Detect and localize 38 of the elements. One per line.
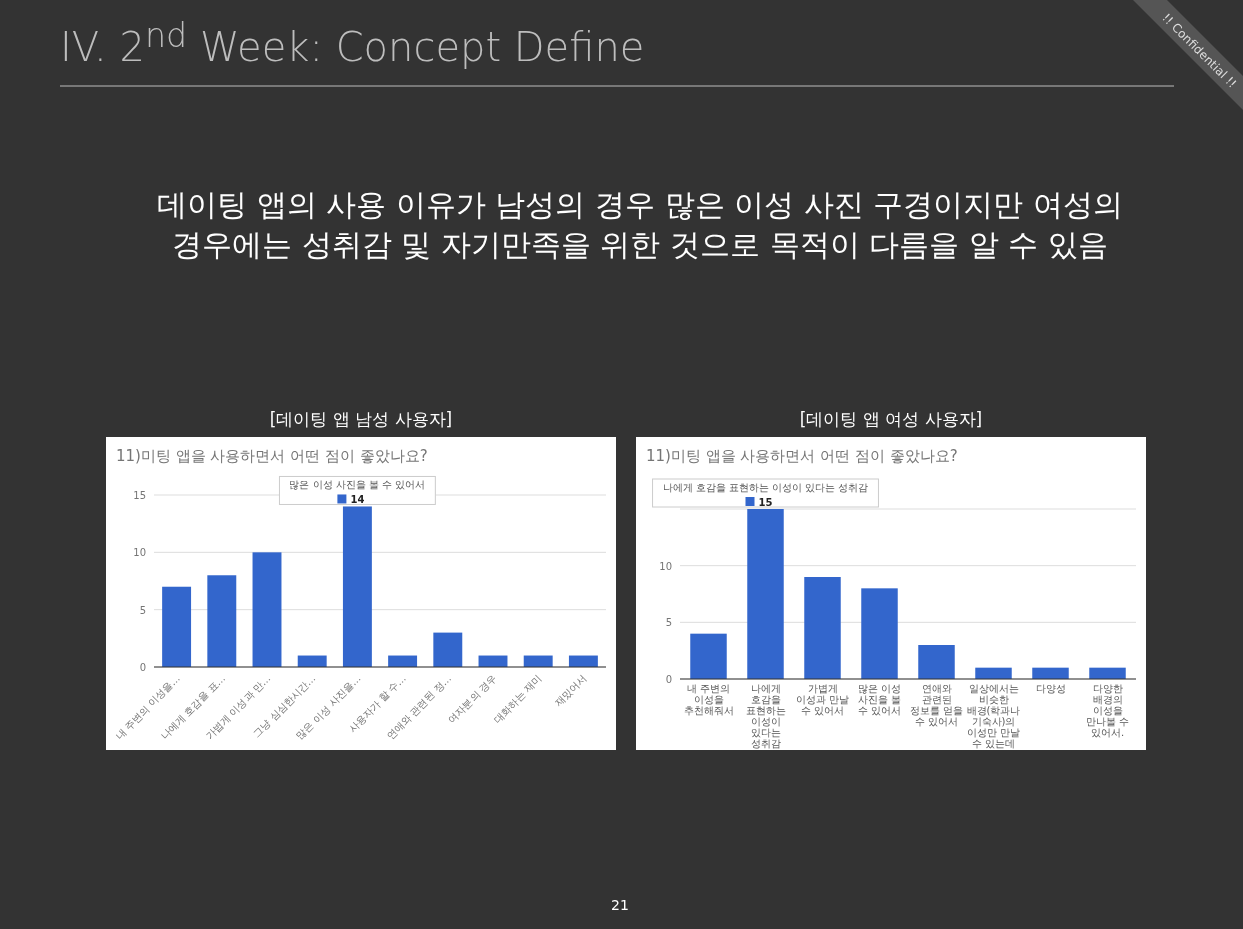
annotation: 많은 이성 사진을 볼 수 있어서 (289, 479, 426, 491)
annotation: 나에게 호감을 표현하는 이성이 있다는 성취감 (662, 482, 869, 493)
chart-title: 11)미팅 앱을 사용하면서 어떤 점이 좋았나요? (116, 447, 428, 465)
text: IV. 2$^{nd}$ Week: Concept Define (60, 16, 645, 71)
chart-subtitle: [데이팅 앱 남성 사용자] (269, 409, 453, 429)
x-tick-label: 다양성 (1035, 683, 1066, 694)
chart-title: 11)미팅 앱을 사용하면서 어떤 점이 좋았나요? (646, 447, 958, 465)
bar (747, 509, 784, 679)
bar (1089, 667, 1126, 679)
y-tick-label: 10 (659, 560, 672, 572)
x-tick-label: 내 주변의 이성을 추천해줘서 (683, 683, 734, 716)
y-tick-label: 0 (139, 662, 146, 673)
text: 데이팅 앱의 사용 이유가 남성의 경우 많은 이성 사진 구경이지만 여성의 경우에는 성취감 및 자기만족을 위한 것으로 목적이 다름을 알 수 있음 (157, 187, 1123, 262)
y-tick-label: 5 (139, 604, 146, 616)
x-tick-label: 가볍게 이성과 만날 수 있어서 (795, 683, 850, 716)
bar (918, 645, 955, 679)
y-tick-label: 0 (665, 674, 672, 685)
bar (861, 588, 898, 679)
bar (975, 667, 1012, 679)
y-tick-label: 10 (133, 547, 146, 559)
x-tick-label: 연애와 관련된 정보를 얻을 수 있어서 (909, 683, 964, 727)
bar (433, 632, 463, 667)
bar (1032, 667, 1069, 679)
chart-subtitle: [데이팅 앱 여성 사용자] (799, 409, 983, 429)
data-label: 15 (758, 497, 773, 508)
bar (252, 552, 282, 667)
bar (162, 586, 192, 667)
y-tick-label: 5 (665, 617, 672, 629)
x-tick-label: 많은 이성 사진을 볼 수 있어서 (857, 683, 902, 716)
x-tick-label: 다양한 배경의 이성을 만나볼 수 있어서. (1085, 683, 1130, 738)
bar (207, 575, 237, 667)
x-tick-label: 일상에서는 비슷한 배경(학과나 기숙사)의 이성만 만날 수 있는데 (966, 683, 1021, 749)
data-label: 14 (350, 494, 365, 506)
text: 21 (611, 897, 629, 913)
bar (804, 577, 841, 679)
y-tick-label: 15 (133, 490, 146, 501)
bar (690, 633, 727, 679)
x-tick-label: 나에게 호감을 표현하는 이성이 있다는 성취감 (745, 683, 786, 749)
